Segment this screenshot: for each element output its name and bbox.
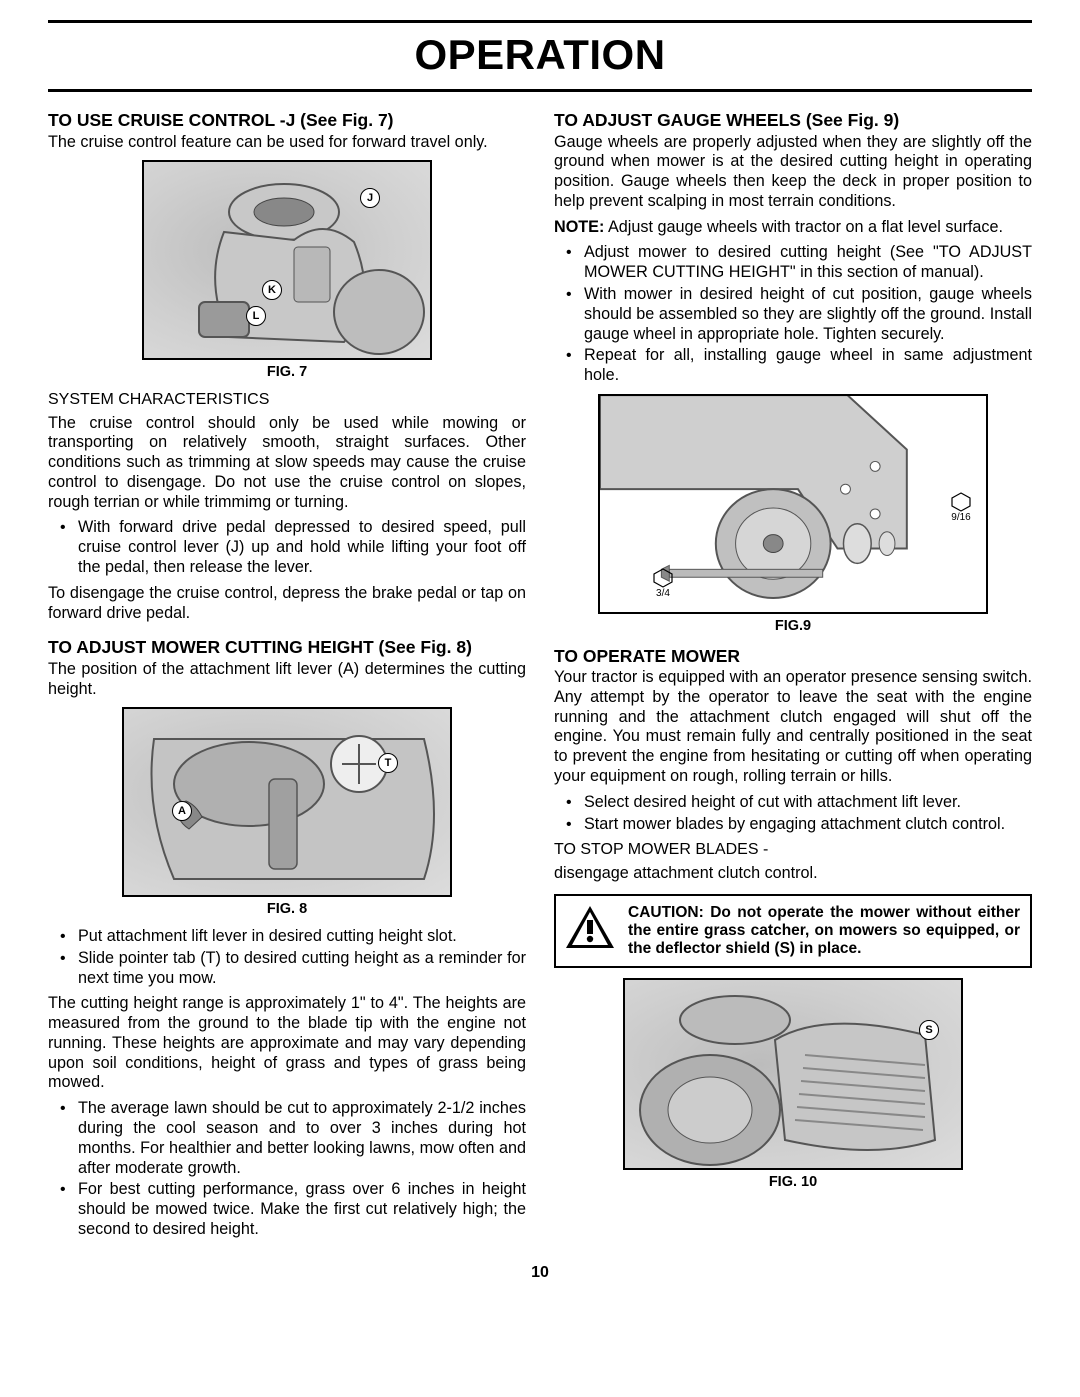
cruise-heading: TO USE CRUISE CONTROL -J (See Fig. 7)	[48, 110, 526, 131]
figure-7: J K L	[142, 160, 432, 360]
page-title: OPERATION	[48, 25, 1032, 92]
fig8-illustration	[124, 709, 452, 897]
gauge-intro: Gauge wheels are properly adjusted when …	[554, 133, 1032, 212]
gauge-heading: TO ADJUST GAUGE WHEELS (See Fig. 9)	[554, 110, 1032, 131]
operate-heading: TO OPERATE MOWER	[554, 646, 1032, 667]
figure-8: A T	[122, 707, 452, 897]
figure-10: S	[623, 978, 963, 1170]
height-bullets-2: The average lawn should be cut to approx…	[48, 1099, 526, 1239]
fig10-caption: FIG. 10	[554, 1174, 1032, 1192]
figure-9: 3/4 9/16	[598, 394, 988, 614]
note-label: NOTE:	[554, 218, 604, 236]
cruise-intro: The cruise control feature can be used f…	[48, 133, 526, 153]
height-bullets-1: Put attachment lift lever in desired cut…	[48, 927, 526, 988]
cruise-bullet-1: With forward drive pedal depressed to de…	[48, 518, 526, 577]
fig10-illustration	[625, 980, 963, 1170]
cruise-disengage: To disengage the cruise control, depress…	[48, 584, 526, 624]
height-intro: The position of the attachment lift leve…	[48, 660, 526, 700]
gauge-bullets: Adjust mower to desired cutting height (…	[554, 243, 1032, 385]
content-columns: TO USE CRUISE CONTROL -J (See Fig. 7) Th…	[48, 110, 1032, 1246]
height-heading: TO ADJUST MOWER CUTTING HEIGHT (See Fig.…	[48, 637, 526, 658]
gauge-bullet-2: With mower in desired height of cut posi…	[554, 285, 1032, 344]
operate-bullets: Select desired height of cut with attach…	[554, 793, 1032, 835]
height-bullet-4: For best cutting performance, grass over…	[48, 1180, 526, 1239]
hex-label-9-16: 9/16	[950, 492, 972, 524]
fig9-wrap: 3/4 9/16 FIG.9	[554, 394, 1032, 636]
fig7-wrap: J K L FIG. 7	[48, 160, 526, 382]
hex1-text: 3/4	[656, 588, 670, 599]
gauge-bullet-1: Adjust mower to desired cutting height (…	[554, 243, 1032, 283]
operate-bullet-2: Start mower blades by engaging attachmen…	[554, 815, 1032, 835]
gauge-note: NOTE: Adjust gauge wheels with tractor o…	[554, 218, 1032, 238]
operate-intro: Your tractor is equipped with an operato…	[554, 668, 1032, 787]
page-number: 10	[48, 1264, 1032, 1282]
caution-box: CAUTION: Do not operate the mower withou…	[554, 894, 1032, 969]
fig8-wrap: A T FIG. 8	[48, 707, 526, 919]
operate-bullet-1: Select desired height of cut with attach…	[554, 793, 1032, 813]
hex-label-3-4: 3/4	[652, 568, 674, 600]
stop-heading: TO STOP MOWER BLADES -	[554, 840, 1032, 860]
hex2-text: 9/16	[951, 512, 970, 523]
fig8-caption: FIG. 8	[48, 901, 526, 919]
height-bullet-2: Slide pointer tab (T) to desired cutting…	[48, 949, 526, 989]
gauge-bullet-3: Repeat for all, installing gauge wheel i…	[554, 346, 1032, 386]
top-rule	[48, 20, 1032, 23]
left-column: TO USE CRUISE CONTROL -J (See Fig. 7) Th…	[48, 110, 526, 1246]
fig9-caption: FIG.9	[554, 618, 1032, 636]
caution-text: CAUTION: Do not operate the mower withou…	[628, 904, 1020, 959]
fig7-caption: FIG. 7	[48, 364, 526, 382]
fig7-illustration	[144, 162, 432, 360]
height-bullet-3: The average lawn should be cut to approx…	[48, 1099, 526, 1178]
warning-icon	[564, 904, 616, 950]
sys-char-body: The cruise control should only be used w…	[48, 414, 526, 513]
stop-body: disengage attachment clutch control.	[554, 864, 1032, 884]
fig10-wrap: S FIG. 10	[554, 978, 1032, 1192]
sys-char-heading: SYSTEM CHARACTERISTICS	[48, 390, 526, 410]
height-range: The cutting height range is approximatel…	[48, 994, 526, 1093]
cruise-bullets: With forward drive pedal depressed to de…	[48, 518, 526, 577]
note-body: Adjust gauge wheels with tractor on a fl…	[604, 218, 1003, 236]
height-bullet-1: Put attachment lift lever in desired cut…	[48, 927, 526, 947]
right-column: TO ADJUST GAUGE WHEELS (See Fig. 9) Gaug…	[554, 110, 1032, 1246]
